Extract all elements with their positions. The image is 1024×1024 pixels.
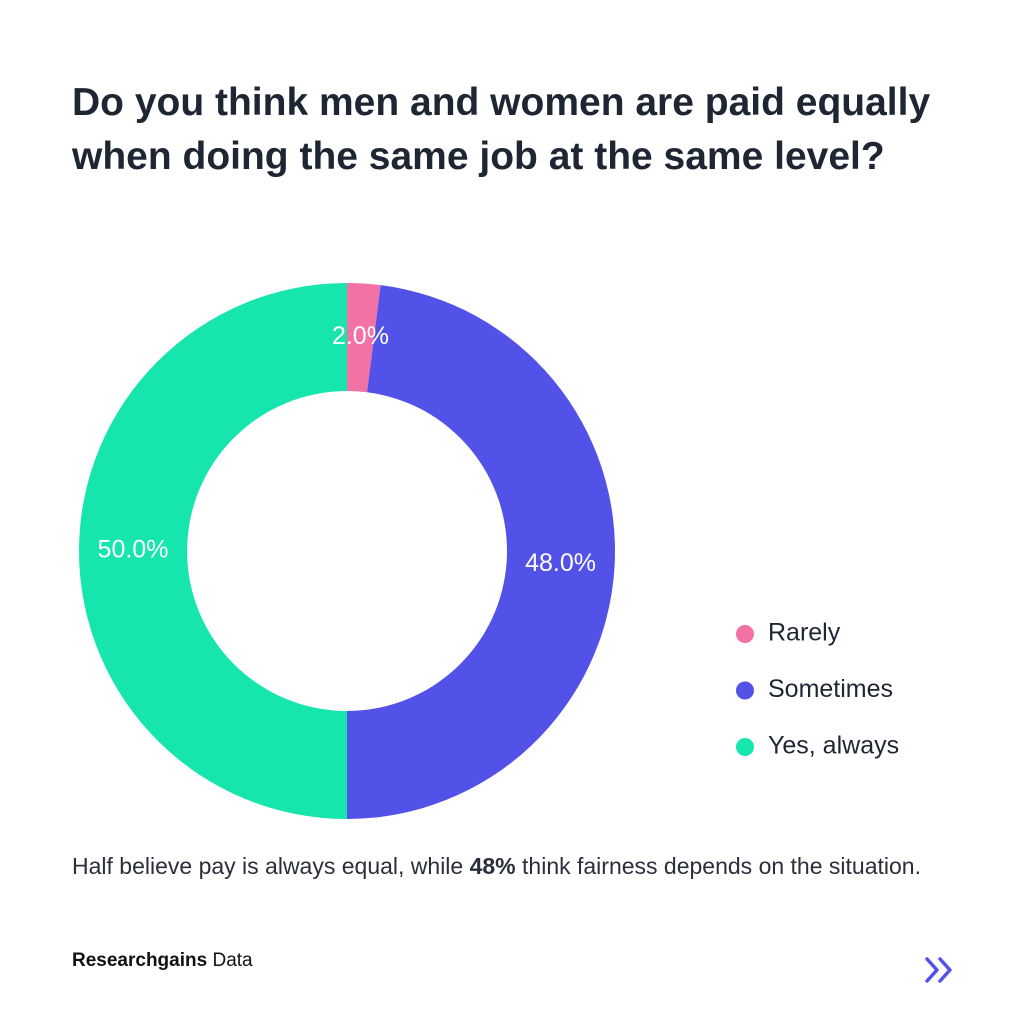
- data-label: 48.0%: [525, 549, 596, 577]
- chevron[interactable]: [925, 957, 939, 983]
- next-arrow[interactable]: [925, 957, 952, 983]
- legend-label: Yes, always: [768, 732, 899, 760]
- caption-highlight: 48%: [469, 853, 516, 879]
- caption: Half believe pay is always equal, while …: [72, 846, 962, 887]
- chevron[interactable]: [938, 957, 952, 983]
- legend-marker: [736, 681, 754, 700]
- brand: Researchgains: [72, 950, 208, 971]
- legend-label: Sometimes: [768, 675, 893, 703]
- donut-segment: [347, 285, 616, 819]
- data-label: 50.0%: [98, 536, 169, 564]
- donut-segment: [347, 283, 381, 393]
- legend-marker: [736, 738, 754, 756]
- data-label: 2.0%: [332, 322, 389, 350]
- footer-suffix: Data: [212, 950, 253, 971]
- caption-text: Half believe pay is always equal, while: [72, 853, 470, 879]
- legend-marker: [736, 625, 754, 643]
- donut-segment: [79, 283, 347, 819]
- caption-text: think fairness depends on the situation.: [515, 853, 921, 879]
- footer: Researchgains Data: [72, 950, 253, 972]
- chart-title: Do you think men and women are paid equa…: [72, 81, 931, 178]
- legend-label: Rarely: [768, 619, 841, 647]
